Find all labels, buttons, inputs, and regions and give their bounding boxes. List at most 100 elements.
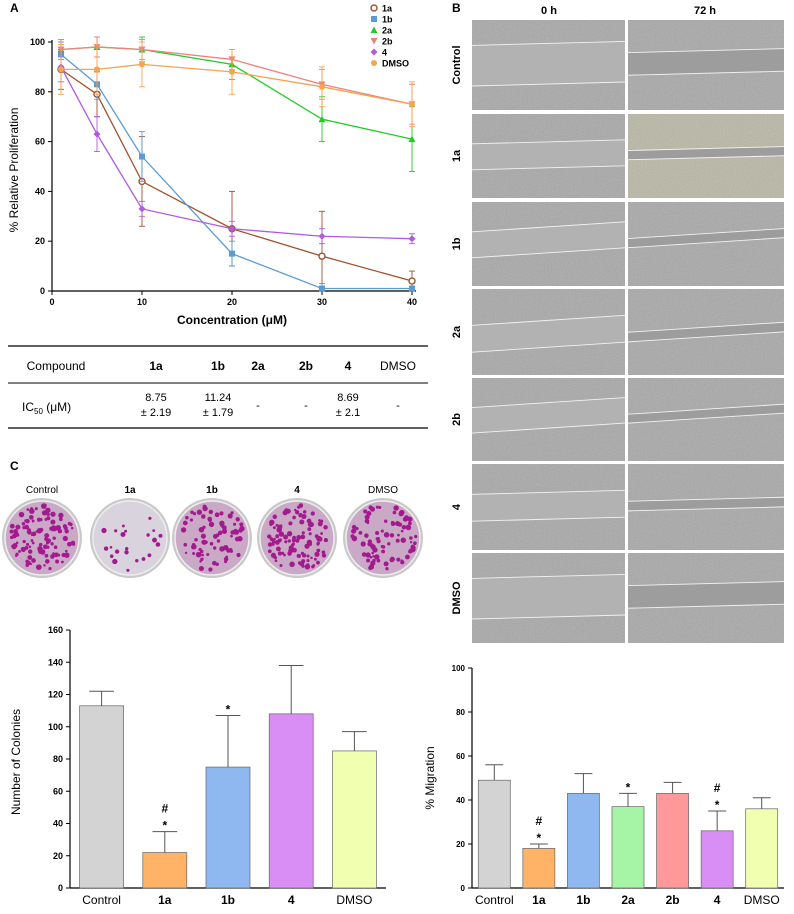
colony [196,509,203,515]
colony [22,525,26,530]
colony [41,503,47,509]
colony [306,558,310,563]
colony [273,537,276,541]
wound-edge-line [471,573,626,579]
wound-gap [628,48,784,76]
x-tick-label: 10 [137,297,147,307]
wound-gap [472,41,625,86]
y-tick-label: 40 [53,819,63,829]
colony [212,560,217,566]
colony [409,536,413,540]
category-label: 2a [621,893,635,907]
petri-dish-4 [257,498,337,578]
colony [381,545,386,549]
y-tick-label: 100 [48,722,63,732]
colony [192,543,196,547]
colony [283,553,286,557]
colony [230,511,234,515]
colony [30,539,34,542]
colony [120,531,126,538]
colony [408,550,412,554]
wound-edge-line [471,81,626,87]
colony [295,539,300,543]
colony [309,522,313,526]
wound-edge-line [627,412,785,424]
data-point [408,277,416,285]
colony [274,559,278,563]
colony [180,527,187,533]
colony [304,543,310,549]
colony [201,514,206,519]
colony [26,508,30,511]
colony [62,524,67,529]
colony [278,531,285,537]
wound-image [627,114,785,198]
colony [289,561,295,568]
colony [351,528,357,534]
y-tick-label: 60 [456,752,465,761]
table-header: Compound [27,359,86,373]
wound-image [471,553,626,643]
colony [287,551,292,556]
colony [27,549,33,554]
colony [296,553,301,558]
colony [239,525,245,532]
colony [125,547,129,551]
wound-image [627,20,785,110]
table-header: 4 [345,359,352,373]
data-point [318,252,326,260]
panel-letter-b: B [452,1,461,15]
colonies-y-axis-label: Number of Colonies [9,709,23,815]
series-line [60,68,413,282]
colony [201,553,204,557]
bar-1b [567,793,600,889]
table-header: 1a [149,359,163,373]
colony [366,521,370,525]
colony [384,519,388,523]
table-cell: 8.69 [337,392,358,404]
colony [148,516,152,520]
bar-4 [268,713,314,889]
colony [48,567,52,571]
y-tick-label: 80 [456,708,465,717]
colony [43,564,46,567]
colony [301,531,305,535]
colony [214,512,220,518]
colony [66,553,70,557]
colony [18,549,21,553]
colony [21,522,26,526]
colony [216,539,221,543]
colony [364,533,369,538]
wound-edge-line [627,155,785,161]
colony [319,519,324,523]
colony [11,544,15,549]
colony [313,557,317,561]
dish-medium [175,501,249,575]
colony [360,541,366,547]
row-label-1a: 1a [451,149,463,162]
colony [410,546,416,553]
table-cell: 11.24 [205,392,232,404]
wound-edge-line [627,403,785,415]
colony [124,550,129,555]
dish-edge [174,500,250,576]
proliferation-x-axis-label: Concentration (μM) [177,313,287,327]
colony [27,528,31,533]
colony [31,558,36,563]
colony [55,559,60,564]
colony [202,525,206,530]
colony [65,549,68,553]
category-label: 1a [532,893,546,907]
colony [67,541,72,547]
data-point [408,135,416,143]
row-label-dmso: DMSO [451,581,463,614]
colony [109,546,113,549]
colony [395,521,401,527]
wound-gap [472,139,625,170]
data-point [229,250,235,257]
colony [101,527,107,534]
colony [239,522,244,527]
colony-bar-chart: Number of Colonies 0 20 40 60 80 100 120 140 160… [9,625,386,907]
row-label-1b: 1b [451,237,463,250]
colony [370,560,376,566]
